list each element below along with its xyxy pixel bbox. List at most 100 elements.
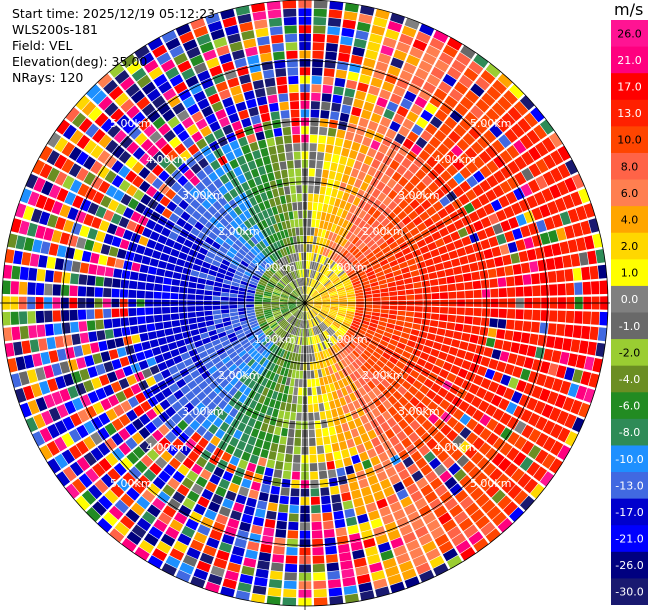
gate-cell: [360, 323, 369, 329]
gate-cell: [317, 228, 323, 237]
gate-cell: [276, 76, 287, 86]
gate-cell: [281, 376, 287, 385]
gate-cell: [430, 116, 443, 129]
gate-cell: [325, 317, 333, 324]
gate-cell: [106, 256, 116, 267]
gate-cell: [444, 268, 454, 277]
colorbar-swatch: [611, 46, 648, 74]
gate-cell: [156, 329, 166, 338]
gate-cell: [290, 496, 300, 505]
gate-cell: [360, 590, 375, 601]
gate-cell: [289, 296, 297, 300]
gate-cell: [221, 288, 230, 293]
gate-cell: [267, 424, 275, 434]
gate-cell: [287, 394, 293, 404]
gate-cell: [542, 453, 556, 469]
gate-cell: [145, 435, 158, 448]
gate-cell: [266, 389, 274, 399]
gate-cell: [324, 444, 332, 454]
gate-cell: [367, 474, 379, 486]
gate-cell: [407, 83, 421, 95]
gate-cell: [120, 76, 135, 91]
gate-cell: [528, 222, 539, 235]
gate-cell: [189, 419, 201, 431]
gate-cell: [349, 352, 357, 361]
gate-cell: [284, 323, 291, 331]
gate-cell: [375, 373, 385, 383]
gate-cell: [393, 152, 405, 164]
gate-cell: [485, 483, 500, 498]
gate-cell: [335, 317, 343, 323]
gate-cell: [354, 239, 363, 248]
gate-cell: [171, 413, 182, 425]
gate-cell: [458, 153, 471, 166]
gate-cell: [392, 365, 402, 375]
gate-cell: [143, 533, 159, 547]
gate-cell: [551, 350, 562, 363]
gate-cell: [288, 300, 297, 302]
gate-cell: [541, 404, 554, 418]
gate-cell: [245, 189, 254, 199]
gate-cell: [264, 291, 273, 295]
gate-cell: [322, 247, 328, 256]
gate-cell: [328, 288, 337, 293]
gate-cell: [581, 325, 591, 340]
gate-cell: [14, 203, 27, 218]
gate-cell: [195, 181, 206, 193]
gate-cell: [491, 349, 502, 360]
gate-cell: [418, 331, 428, 339]
gate-cell: [387, 281, 396, 288]
gate-cell: [381, 217, 391, 227]
gate-cell: [201, 188, 212, 199]
gate-cell: [185, 205, 196, 216]
gate-cell: [207, 412, 218, 423]
gate-cell: [439, 307, 448, 314]
gate-cell: [313, 295, 321, 300]
gate-cell: [484, 226, 496, 238]
gate-cell: [51, 391, 63, 406]
gate-cell: [352, 399, 361, 410]
gate-cell: [580, 371, 592, 386]
gate-cell: [426, 519, 441, 532]
gate-cell: [272, 293, 281, 297]
gate-cell: [79, 332, 90, 344]
gate-cell: [475, 98, 490, 113]
gate-cell: [254, 194, 263, 204]
gate-cell: [312, 307, 320, 313]
gate-cell: [214, 318, 223, 325]
gate-cell: [240, 280, 249, 286]
gate-cell: [312, 306, 321, 311]
gate-cell: [72, 397, 84, 411]
gate-cell: [289, 360, 294, 370]
gate-cell: [274, 287, 283, 292]
gate-cell: [259, 357, 267, 366]
gate-cell: [526, 345, 537, 358]
gate-cell: [92, 463, 106, 478]
gate-cell: [281, 308, 289, 313]
gate-cell: [313, 326, 318, 335]
gate-cell: [427, 355, 437, 365]
gate-cell: [294, 353, 299, 362]
gate-cell: [492, 511, 507, 527]
gate-cell: [289, 505, 299, 514]
gate-cell: [343, 281, 352, 287]
gate-cell: [270, 111, 280, 121]
gate-cell: [340, 338, 348, 346]
gate-cell: [55, 216, 67, 231]
gate-cell: [531, 273, 540, 285]
gate-cell: [239, 284, 248, 289]
colorbar-swatch: [611, 339, 648, 367]
gate-cell: [444, 329, 454, 338]
gate-cell: [567, 208, 580, 223]
ring-label: 2.00km: [218, 369, 260, 382]
gate-cell: [432, 394, 444, 405]
gate-cell: [261, 377, 269, 387]
gate-cell: [271, 300, 280, 303]
gate-cell: [396, 342, 406, 350]
gate-cell: [297, 353, 301, 362]
gate-cell: [416, 181, 427, 192]
ring-label: 3.00km: [182, 189, 224, 202]
gate-cell: [68, 163, 82, 178]
gate-cell: [284, 312, 292, 319]
gate-cell: [339, 397, 347, 406]
